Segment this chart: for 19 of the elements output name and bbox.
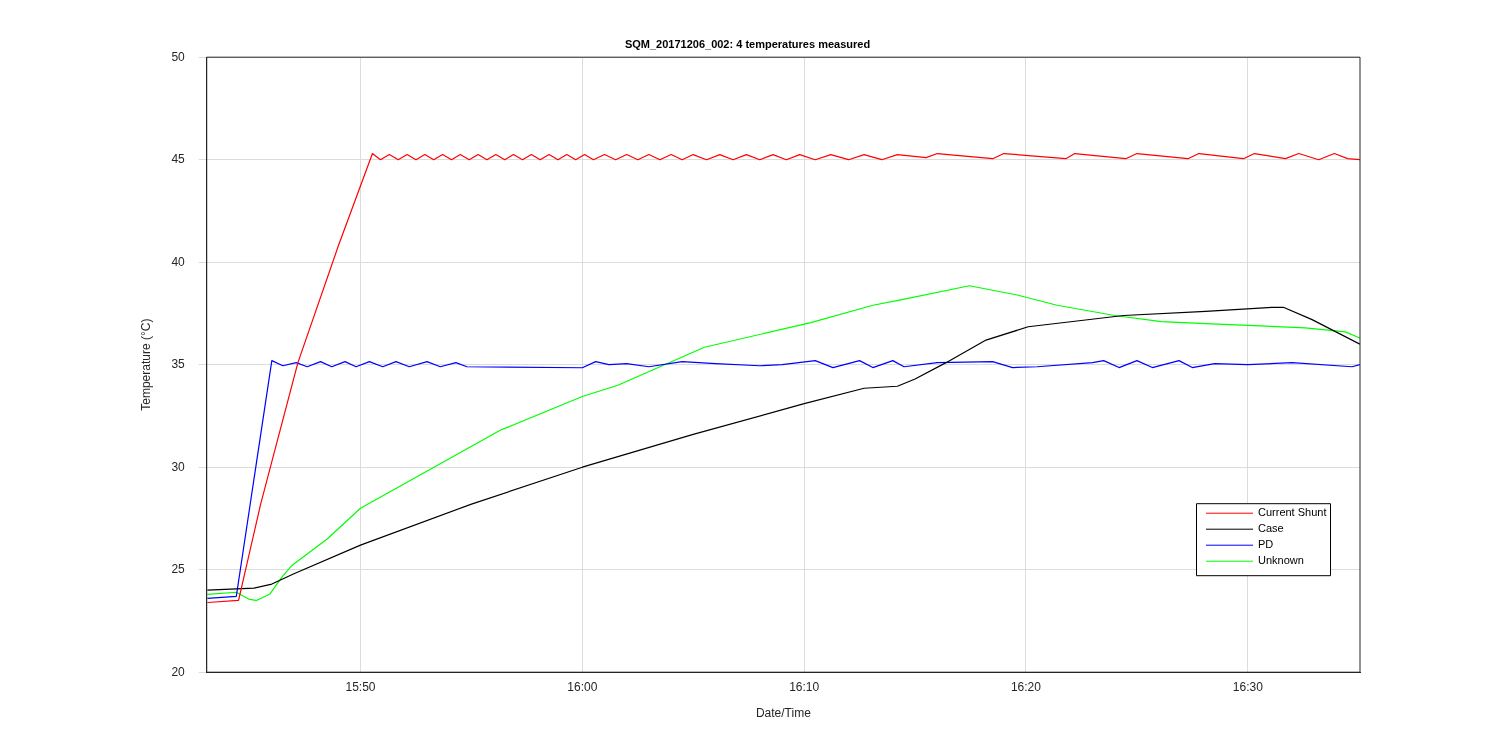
y-tick-label: 20: [171, 664, 186, 679]
legend-label: Unknown: [1258, 554, 1304, 567]
legend-label: PD: [1258, 538, 1274, 551]
y-tick-label: 40: [171, 254, 186, 269]
chart-title: SQM_20171206_002: 4 temperatures measured: [624, 37, 871, 50]
x-tick-label: 16:30: [1232, 679, 1264, 694]
x-tick-label: 16:00: [567, 679, 598, 694]
y-axis-title: Temperature (°C): [138, 318, 153, 411]
y-tick-label: 45: [171, 152, 186, 167]
legend-label: Current Shunt: [1258, 506, 1327, 519]
x-tick-label: 16:10: [789, 679, 820, 694]
legend-label: Case: [1258, 522, 1284, 535]
y-tick-label: 25: [171, 562, 186, 577]
y-tick-label: 30: [171, 459, 186, 474]
x-tick-label: 15:50: [345, 679, 376, 694]
x-tick-label: 16:20: [1010, 679, 1042, 694]
y-tick-label: 50: [171, 49, 186, 64]
x-axis-title: Date/Time: [755, 706, 812, 721]
y-tick-label: 35: [171, 357, 186, 372]
